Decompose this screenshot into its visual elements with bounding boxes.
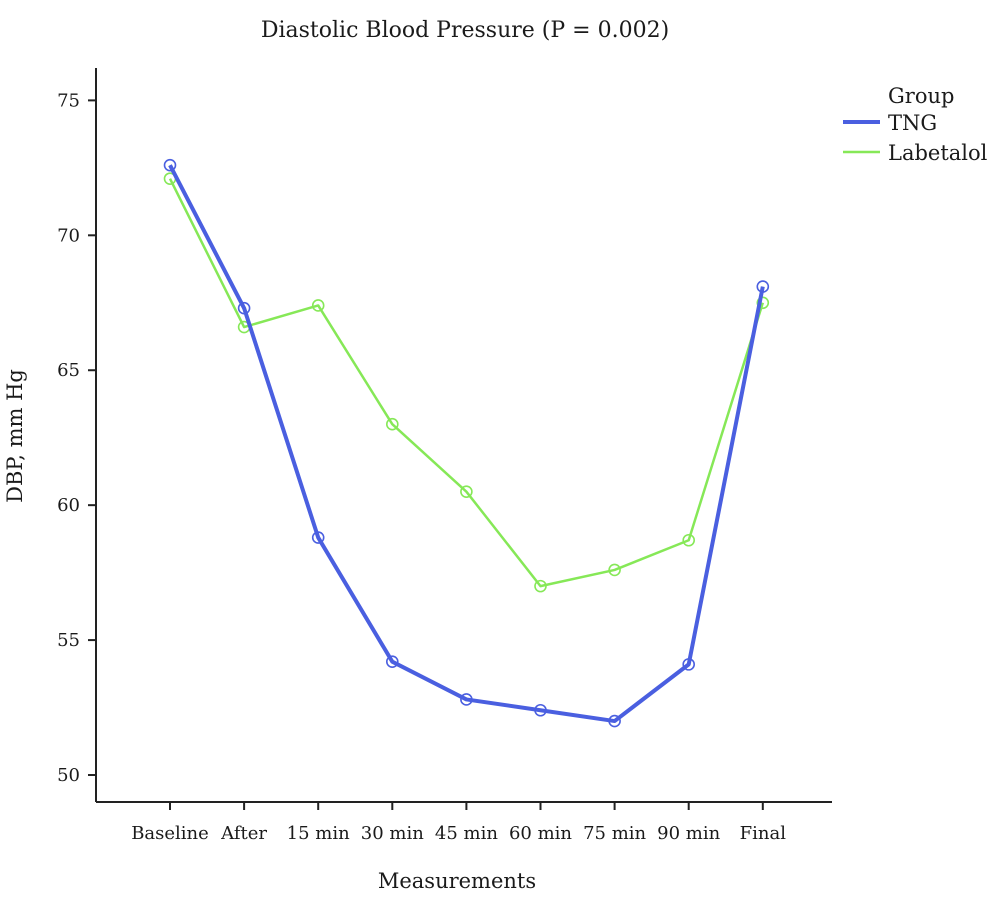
- x-axis-label: Measurements: [378, 869, 536, 893]
- data-point-tng: [163, 158, 177, 172]
- data-point-labetalol: [534, 579, 547, 593]
- data-point-labetalol: [311, 299, 325, 312]
- x-tick-label: 45 min: [435, 823, 498, 844]
- y-tick-label: 65: [57, 360, 80, 381]
- series-line-labetalol: [168, 178, 764, 588]
- legend-label-labetalol: Labetalol: [888, 141, 988, 165]
- y-tick-label: 60: [57, 495, 80, 516]
- y-axis-label: DBP, mm Hg: [3, 369, 27, 503]
- x-tick-label: After: [220, 823, 267, 844]
- x-tick-label: 60 min: [509, 823, 572, 844]
- x-tick-label: 15 min: [287, 823, 350, 844]
- legend: Group TNG Labetalol: [843, 84, 988, 165]
- data-point-tng: [460, 693, 473, 706]
- y-tick-label: 50: [57, 765, 80, 786]
- data-point-labetalol: [460, 485, 473, 498]
- y-tick-label: 75: [57, 90, 80, 111]
- data-point-tng: [311, 531, 325, 544]
- data-point-tng: [608, 714, 621, 728]
- data-point-tng: [385, 655, 399, 668]
- data-point-labetalol: [756, 296, 770, 310]
- data-point-tng: [237, 301, 251, 315]
- x-tick-label: 30 min: [361, 823, 424, 844]
- legend-label-tng: TNG: [888, 111, 937, 135]
- y-tick-label: 55: [57, 630, 80, 651]
- data-point-labetalol: [682, 533, 696, 547]
- data-point-tng: [534, 703, 547, 717]
- data-point-labetalol: [608, 563, 621, 577]
- x-tick-label: Final: [740, 823, 787, 844]
- legend-title: Group: [888, 84, 954, 108]
- y-axis-ticks: 50 55 60 65 70 75: [57, 90, 96, 786]
- series-layer: [163, 158, 770, 728]
- x-tick-label: 75 min: [583, 823, 646, 844]
- x-tick-label: Baseline: [131, 823, 209, 844]
- x-axis-ticks: Baseline After 15 min 30 min 45 min 60 min 75 …: [131, 802, 786, 844]
- series-line-tng: [168, 164, 765, 724]
- data-point-tng: [682, 658, 696, 671]
- chart-title: Diastolic Blood Pressure (P = 0.002): [261, 18, 669, 43]
- data-point-labetalol: [385, 417, 399, 431]
- data-point-tng: [756, 280, 770, 293]
- y-tick-label: 70: [57, 225, 80, 246]
- x-tick-label: 90 min: [657, 823, 720, 844]
